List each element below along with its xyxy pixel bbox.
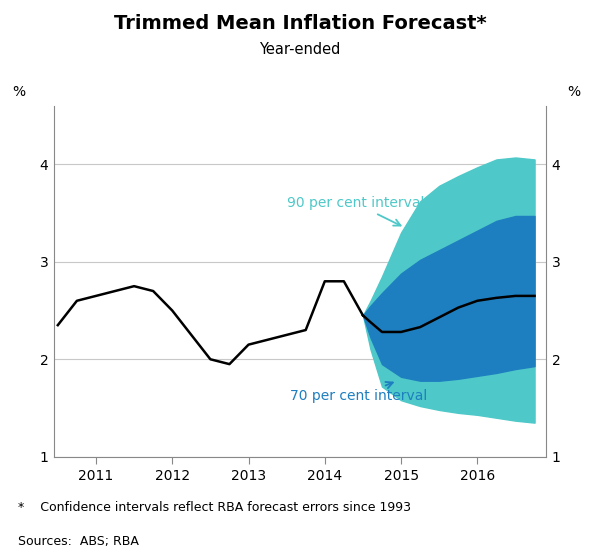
Text: 70 per cent interval: 70 per cent interval [290, 382, 428, 403]
Text: %: % [568, 85, 580, 99]
Text: *    Confidence intervals reflect RBA forecast errors since 1993: * Confidence intervals reflect RBA forec… [18, 501, 411, 514]
Text: Year-ended: Year-ended [259, 42, 341, 57]
Text: Trimmed Mean Inflation Forecast*: Trimmed Mean Inflation Forecast* [113, 14, 487, 33]
Text: %: % [12, 85, 25, 99]
Text: Sources:  ABS; RBA: Sources: ABS; RBA [18, 535, 139, 548]
Text: 90 per cent interval: 90 per cent interval [287, 196, 424, 226]
